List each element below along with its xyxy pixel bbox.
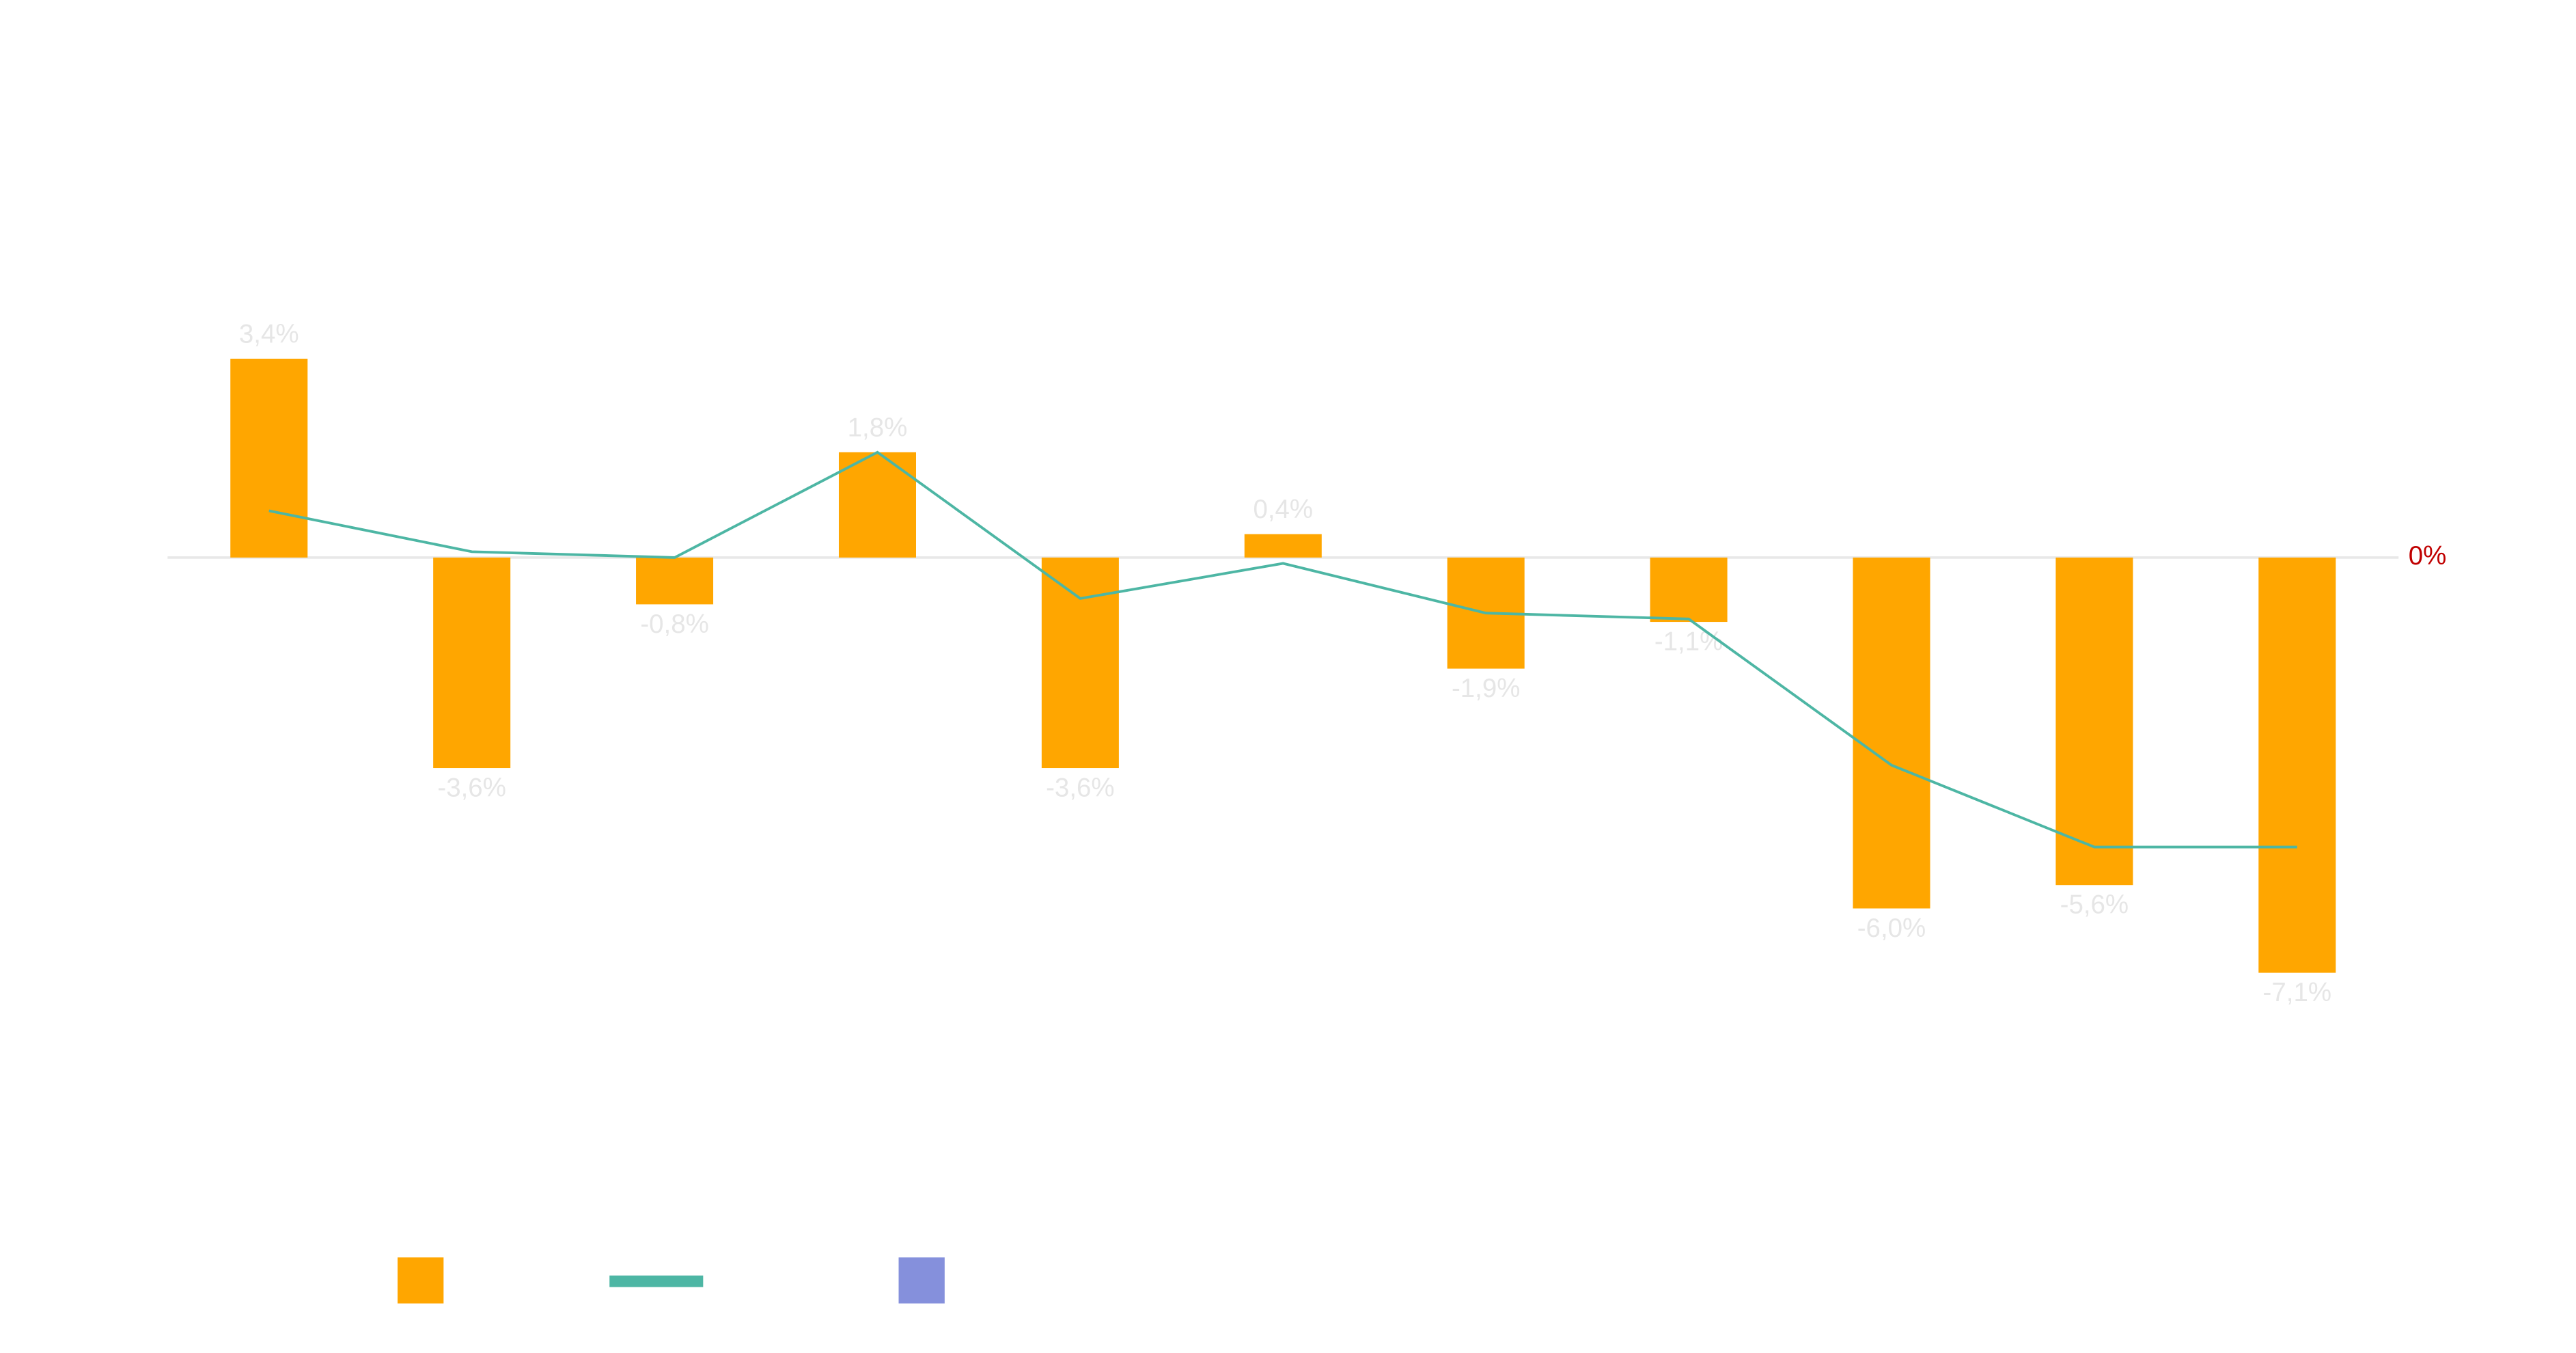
bar [2055,557,2133,886]
bar [1853,557,1930,909]
value-label: 1,8% [848,413,908,442]
line [268,450,2297,849]
bar [2258,557,2336,973]
value-label: -0,8% [640,610,709,639]
value-label: -5,6% [2060,890,2129,920]
bar [1650,557,1728,623]
bar [636,557,714,605]
bar [433,557,511,769]
legend-swatch [609,1275,704,1287]
legend-swatch [898,1257,945,1304]
bar [838,452,916,558]
value-label: 3,4% [239,319,299,348]
bar [230,358,308,558]
value-label: -7,1% [2263,978,2331,1007]
value-label: -1,1% [1654,627,1723,656]
bar [1244,534,1322,558]
value-label: -3,6% [1046,773,1115,802]
value-label: 0,4% [1253,495,1313,524]
value-label: -3,6% [437,773,506,802]
bar [1041,557,1119,769]
y-tick-label: 0% [2409,541,2447,571]
value-label: -1,9% [1452,674,1521,703]
legend-swatch [398,1257,444,1304]
value-label: -6,0% [1857,914,1926,943]
